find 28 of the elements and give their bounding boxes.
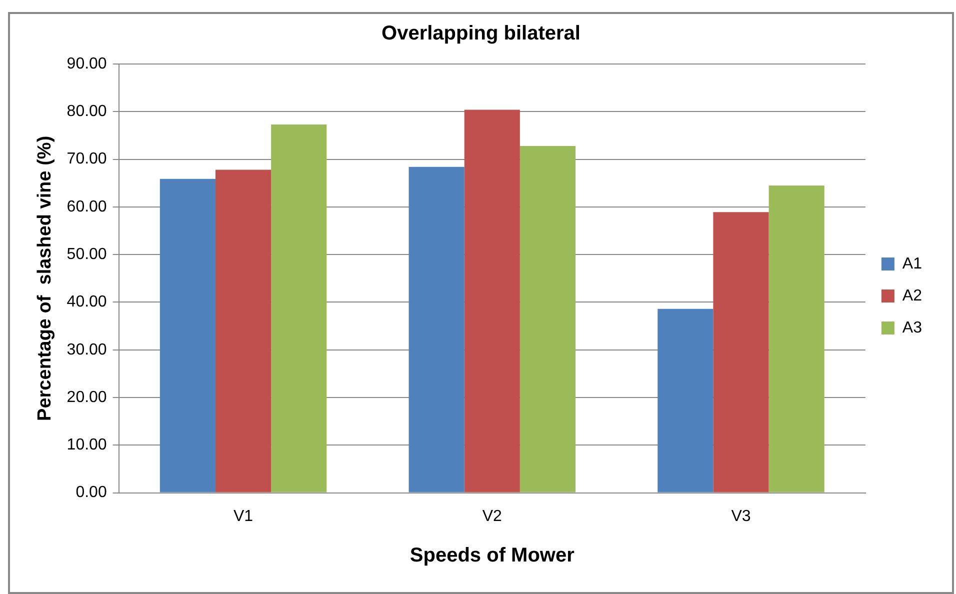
legend-label: A1 (902, 255, 922, 272)
y-tick-label: 10.00 (66, 436, 107, 454)
x-tick-label: V3 (731, 508, 751, 525)
y-tick-label: 0.00 (76, 484, 107, 502)
y-tick-label: 90.00 (66, 55, 107, 72)
y-tick-label: 30.00 (66, 341, 107, 358)
legend-label: A2 (902, 287, 922, 304)
y-tick-label: 80.00 (66, 103, 107, 120)
bar (658, 308, 714, 492)
bar (520, 146, 576, 492)
y-tick-label: 20.00 (66, 388, 107, 406)
y-tick-label: 40.00 (66, 294, 107, 311)
x-axis-title: Speeds of Mower (410, 544, 575, 567)
legend-label: A3 (902, 319, 922, 336)
bar (215, 170, 272, 492)
bar (713, 212, 769, 492)
chart-title: Overlapping bilateral (382, 22, 580, 45)
y-axis-title: Percentage of slashed vine (%) (34, 136, 56, 421)
bar (768, 185, 824, 492)
x-tick-label: V1 (233, 508, 254, 525)
bar (408, 166, 464, 492)
y-tick-label: 50.00 (66, 246, 107, 263)
y-tick-label: 70.00 (66, 150, 107, 168)
bar (160, 178, 216, 492)
y-tick-label: 60.00 (66, 198, 107, 216)
bar (464, 110, 520, 492)
x-tick-label: V2 (482, 508, 502, 525)
bar (271, 124, 327, 492)
